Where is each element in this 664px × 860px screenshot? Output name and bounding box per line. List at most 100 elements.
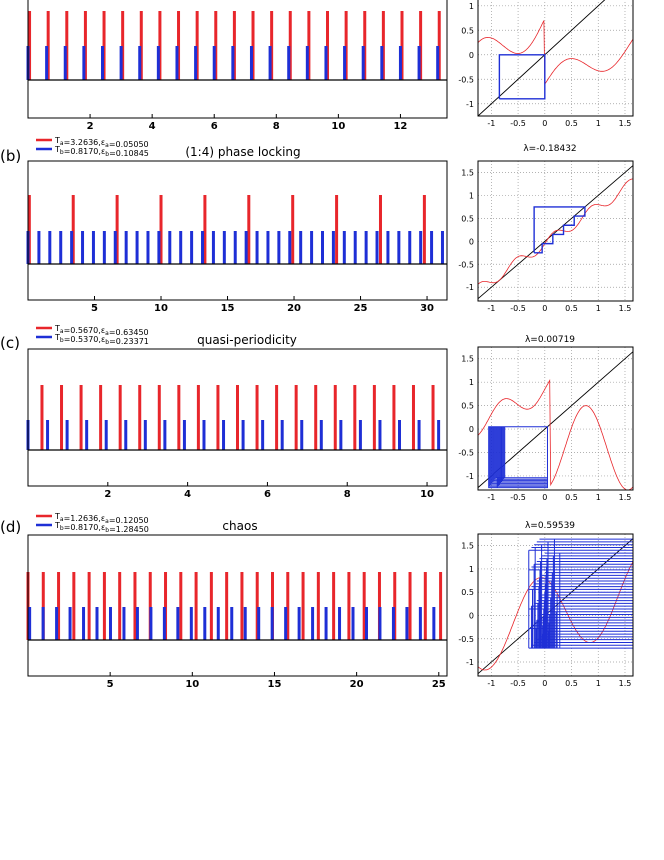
spike-panel-3: 2 4 6 8 10 Ta=0.5670,εa=0.63450Tb=0.5370,εb=0… [26, 324, 448, 500]
legend-entry: Ta=0.5670,εa=0.63450 [54, 324, 149, 337]
map-y-tick-label: 1.5 [461, 168, 474, 177]
x-tick-label: 12 [393, 121, 407, 132]
map-y-tick-label: 0.5 [461, 402, 474, 411]
map-x-tick-label: -0.5 [510, 119, 526, 128]
identity-line [478, 351, 633, 489]
plot-frame [27, 348, 448, 487]
map-x-tick-label: 0.5 [565, 119, 578, 128]
map-y-tick-label: -0.5 [458, 635, 474, 644]
panel-label-c: (c) [0, 334, 20, 352]
map-x-tick-label: -1 [487, 304, 495, 313]
plot-frame [27, 0, 448, 119]
map-frame [477, 346, 634, 491]
title-d: chaos [222, 519, 257, 533]
title-b: (1:4) phase locking [185, 145, 300, 159]
x-tick-label: 15 [268, 679, 282, 690]
x-tick-label: 8 [273, 121, 280, 132]
map-y-tick-label: -1 [466, 100, 474, 109]
plot-frame [27, 534, 448, 677]
panel-label-d: (d) [0, 518, 21, 536]
spike-series-blue [26, 231, 444, 264]
map-plot [478, 161, 633, 301]
cobweb [528, 538, 633, 649]
spike-series-blue [26, 46, 440, 80]
return-map-panel-2: -1 -0.5 0 0.5 1 1.5 -1 -0.5 0 0.5 1 1.5 [458, 160, 634, 313]
x-tick-label: 4 [184, 489, 191, 500]
map-x-tick-label: -1 [487, 679, 495, 688]
legend-entry: Ta=1.2636,εa=0.12050 [54, 512, 149, 525]
map-y-tick-label: 0 [469, 611, 474, 620]
map-x-tick-label: -0.5 [510, 493, 526, 502]
cobweb [533, 206, 586, 254]
map-y-tick-label: 0.5 [461, 214, 474, 223]
x-tick-label: 10 [185, 679, 199, 690]
map-plot [478, 534, 633, 676]
spike-series-blue [28, 607, 436, 640]
map-y-tick-label: -0.5 [458, 260, 474, 269]
map-y-tick-label: 0 [469, 237, 474, 246]
map-plot [478, 0, 633, 116]
x-tick-label: 25 [354, 303, 368, 314]
x-tick-label: 2 [104, 489, 111, 500]
x-tick-label: 2 [87, 121, 94, 132]
map-x-tick-label: -1 [487, 493, 495, 502]
map-y-tick-label: 1 [469, 2, 474, 11]
map-plot [478, 347, 633, 490]
legend-entry: Tb=0.8170,εb=0.10845 [54, 145, 149, 158]
legend-entry: Tb=0.5370,εb=0.23371 [54, 333, 149, 346]
x-tick-label: 6 [211, 121, 218, 132]
map-y-tick-label: 1.5 [461, 542, 474, 551]
title-c: quasi-periodicity [197, 333, 297, 347]
panel-label-b: (b) [0, 147, 21, 165]
plot-frame [27, 160, 448, 301]
map-x-tick-label: 0.5 [565, 679, 578, 688]
map-x-tick-label: -0.5 [510, 679, 526, 688]
lambda-d: λ=0.59539 [525, 521, 575, 531]
map-x-tick-label: 0 [542, 493, 547, 502]
map-y-tick-label: -0.5 [458, 75, 474, 84]
map-x-tick-label: 1.5 [619, 119, 632, 128]
map-y-tick-label: 1.5 [461, 355, 474, 364]
map-x-tick-label: 0.5 [565, 493, 578, 502]
chart-marks: 2 4 6 8 10 125 10 15 20 25 30Ta=3.2636,εa=0.05050T… [26, 0, 634, 690]
map-curve [478, 178, 633, 285]
x-tick-label: 10 [331, 121, 345, 132]
map-y-tick-label: 0 [469, 425, 474, 434]
map-y-tick-label: -1 [466, 658, 474, 667]
map-y-tick-label: -1 [466, 472, 474, 481]
map-y-tick-label: -1 [466, 283, 474, 292]
map-y-tick-label: 0.5 [461, 26, 474, 35]
map-y-tick-label: 1 [469, 565, 474, 574]
map-y-tick-label: -0.5 [458, 448, 474, 457]
map-x-tick-label: 1.5 [619, 679, 632, 688]
map-x-tick-label: -1 [487, 119, 495, 128]
legend-entry: Tb=0.8170,εb=1.28450 [54, 521, 149, 534]
x-tick-label: 10 [420, 489, 434, 500]
lambda-b: λ=-0.18432 [523, 144, 576, 154]
x-tick-label: 20 [287, 303, 301, 314]
x-tick-label: 30 [420, 303, 434, 314]
return-map-panel-4: -1 -0.5 0 0.5 1 1.5 -1 -0.5 0 0.5 1 1.5 [458, 533, 634, 688]
map-x-tick-label: 0 [542, 304, 547, 313]
spike-panel-4: 5 10 15 20 25 Ta=1.2636,εa=0.12050Tb=0.8170,ε… [26, 512, 448, 690]
x-tick-label: 25 [432, 679, 446, 690]
spike-panel-1: 2 4 6 8 10 12 [26, 0, 448, 132]
map-curve [478, 20, 633, 86]
lambda-c: λ=0.00719 [525, 335, 575, 345]
map-x-tick-label: -0.5 [510, 304, 526, 313]
x-tick-label: 5 [91, 303, 98, 314]
map-x-tick-label: 0 [542, 119, 547, 128]
map-x-tick-label: 1.5 [619, 304, 632, 313]
x-tick-label: 5 [107, 679, 114, 690]
cobweb [498, 54, 546, 100]
return-map-panel-1: -1 -0.5 0 0.5 1 1.5 -1 -0.5 0 0.5 1 [458, 0, 634, 128]
cobweb [488, 426, 548, 489]
map-y-tick-label: 1 [469, 191, 474, 200]
map-frame [477, 160, 634, 302]
return-map-panel-3: -1 -0.5 0 0.5 1 1.5 -1 -0.5 0 0.5 1 1.5 [458, 346, 634, 502]
map-x-tick-label: 1 [596, 493, 601, 502]
spike-series-red [28, 11, 441, 80]
map-frame [477, 0, 634, 117]
spike-series-blue [26, 420, 441, 450]
